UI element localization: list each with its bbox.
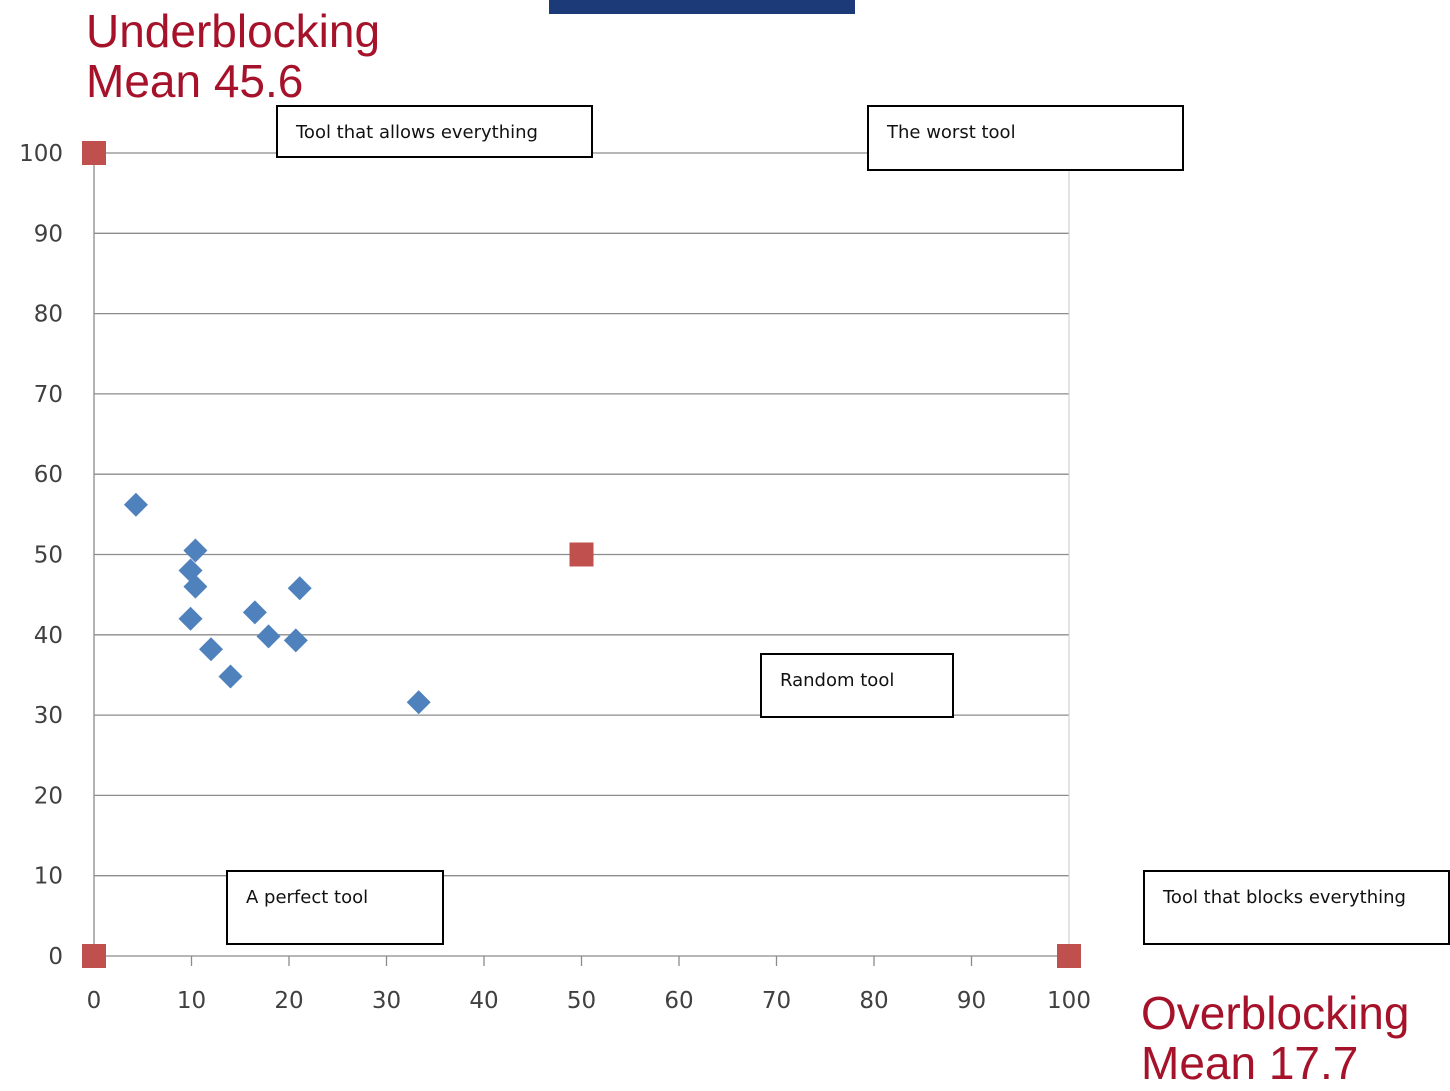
callout-random-tool-text: Random tool [780,670,895,691]
y-axis-title: Underblocking Mean 45.6 [86,6,380,106]
y-tick-label-90: 90 [34,221,63,247]
axes [93,153,1070,966]
diamond-point-11 [287,576,312,601]
y-tick-label-30: 30 [34,703,63,729]
callout-random-tool: Random tool [760,653,954,718]
diamond-point-2 [183,538,208,563]
callout-perfect-tool-text: A perfect tool [246,887,369,908]
data-points [82,141,1081,968]
diamond-point-9 [256,624,281,649]
x-tick-label-10: 10 [177,988,206,1014]
y-axis-title-line1: Underblocking [86,5,381,57]
x-axis-title-line2: Mean 17.7 [1141,1037,1359,1089]
x-axis-title-line1: Overblocking [1141,987,1410,1039]
y-tick-labels: 0 10 20 30 40 50 60 70 80 90 100 [19,141,63,970]
x-axis-title: Overblocking Mean 17.7 [1141,988,1409,1088]
square-point-2 [82,944,106,968]
x-tick-label-30: 30 [372,988,401,1014]
diamond-point-6 [199,637,223,662]
y-tick-label-40: 40 [34,623,63,649]
x-tick-label-40: 40 [469,988,498,1014]
x-tick-label-100: 100 [1047,988,1091,1014]
diamond-point-4 [183,574,208,599]
callout-allows-everything: Tool that allows everything [276,105,593,158]
y-tick-label-20: 20 [34,783,63,809]
x-tick-label-20: 20 [274,988,303,1014]
x-tick-label-50: 50 [567,988,596,1014]
y-tick-label-0: 0 [48,944,63,970]
x-tick-labels: 0 10 20 30 40 50 60 70 80 90 100 [87,988,1091,1014]
diamond-point-10 [283,628,308,653]
y-tick-label-10: 10 [34,864,63,890]
callout-allows-everything-text: Tool that allows everything [296,122,538,143]
x-tick-label-60: 60 [664,988,693,1014]
y-tick-label-50: 50 [34,543,63,569]
square-point-1 [82,141,106,165]
x-tick-label-80: 80 [859,988,888,1014]
x-tick-label-0: 0 [87,988,102,1014]
diamond-point-12 [406,690,431,715]
callout-blocks-everything-text: Tool that blocks everything [1163,887,1406,908]
diamond-point-1 [123,492,148,517]
square-point-3 [569,542,594,567]
diamond-point-5 [178,606,203,631]
callout-worst-tool-text: The worst tool [887,122,1016,143]
callout-blocks-everything: Tool that blocks everything [1143,870,1450,945]
y-tick-label-60: 60 [34,462,63,488]
callout-worst-tool: The worst tool [867,105,1184,171]
diamond-point-8 [242,600,267,625]
callout-perfect-tool: A perfect tool [226,870,444,945]
square-point-4 [1057,944,1081,968]
x-tick-label-70: 70 [762,988,791,1014]
y-tick-label-100: 100 [19,141,63,167]
top-banner [549,0,855,14]
x-tick-label-90: 90 [957,988,986,1014]
y-axis-title-line2: Mean 45.6 [86,55,304,107]
y-tick-label-80: 80 [34,302,63,328]
y-tick-label-70: 70 [34,382,63,408]
gridlines [94,152,1069,877]
diamond-point-7 [218,664,243,689]
